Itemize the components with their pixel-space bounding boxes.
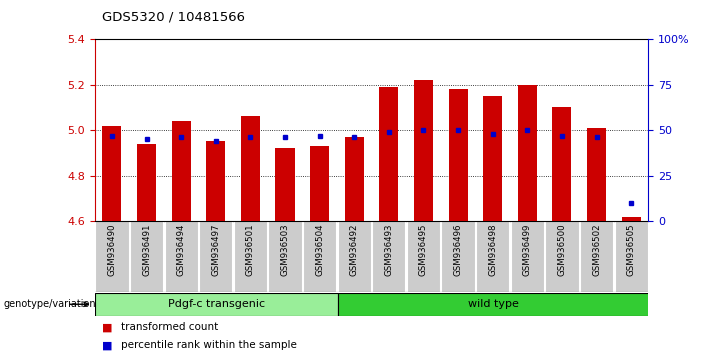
Bar — [95, 221, 128, 292]
Text: Pdgf-c transgenic: Pdgf-c transgenic — [168, 299, 265, 309]
Text: ■: ■ — [102, 322, 112, 332]
Bar — [338, 293, 649, 316]
Bar — [268, 221, 301, 292]
Bar — [310, 146, 329, 221]
Bar — [407, 221, 440, 292]
Bar — [95, 293, 338, 316]
Text: GSM936501: GSM936501 — [246, 223, 255, 276]
Bar — [303, 221, 336, 292]
Text: GSM936505: GSM936505 — [627, 223, 636, 276]
Text: GSM936493: GSM936493 — [384, 223, 393, 276]
Text: ■: ■ — [102, 340, 112, 350]
Text: GSM936500: GSM936500 — [557, 223, 566, 276]
Bar — [587, 128, 606, 221]
Bar — [476, 221, 510, 292]
Bar — [241, 116, 260, 221]
Bar — [580, 221, 613, 292]
Bar — [483, 96, 502, 221]
Bar — [622, 217, 641, 221]
Bar — [372, 221, 405, 292]
Text: genotype/variation: genotype/variation — [4, 299, 96, 309]
Bar — [552, 107, 571, 221]
Bar — [379, 87, 398, 221]
Text: GSM936492: GSM936492 — [350, 223, 359, 276]
Text: percentile rank within the sample: percentile rank within the sample — [121, 340, 297, 350]
Bar — [615, 221, 648, 292]
Bar — [206, 142, 225, 221]
Bar — [449, 89, 468, 221]
Bar — [338, 221, 371, 292]
Text: GSM936502: GSM936502 — [592, 223, 601, 276]
Text: GSM936495: GSM936495 — [419, 223, 428, 276]
Bar — [172, 121, 191, 221]
Text: wild type: wild type — [468, 299, 519, 309]
Text: transformed count: transformed count — [121, 322, 219, 332]
Text: GSM936494: GSM936494 — [177, 223, 186, 276]
Text: GSM936503: GSM936503 — [280, 223, 290, 276]
Text: GSM936498: GSM936498 — [488, 223, 497, 276]
Text: GSM936499: GSM936499 — [523, 223, 532, 276]
Bar — [233, 221, 267, 292]
Bar — [199, 221, 233, 292]
Text: GSM936490: GSM936490 — [107, 223, 116, 276]
Bar — [137, 144, 156, 221]
Bar — [102, 126, 121, 221]
Bar — [165, 221, 198, 292]
Text: GSM936504: GSM936504 — [315, 223, 324, 276]
Bar — [442, 221, 475, 292]
Text: GSM936491: GSM936491 — [142, 223, 151, 276]
Bar — [518, 85, 537, 221]
Text: GSM936497: GSM936497 — [211, 223, 220, 276]
Bar — [414, 80, 433, 221]
Bar — [275, 148, 294, 221]
Bar — [130, 221, 163, 292]
Text: GSM936496: GSM936496 — [454, 223, 463, 276]
Bar — [510, 221, 544, 292]
Bar — [545, 221, 578, 292]
Text: GDS5320 / 10481566: GDS5320 / 10481566 — [102, 11, 245, 24]
Bar — [345, 137, 364, 221]
